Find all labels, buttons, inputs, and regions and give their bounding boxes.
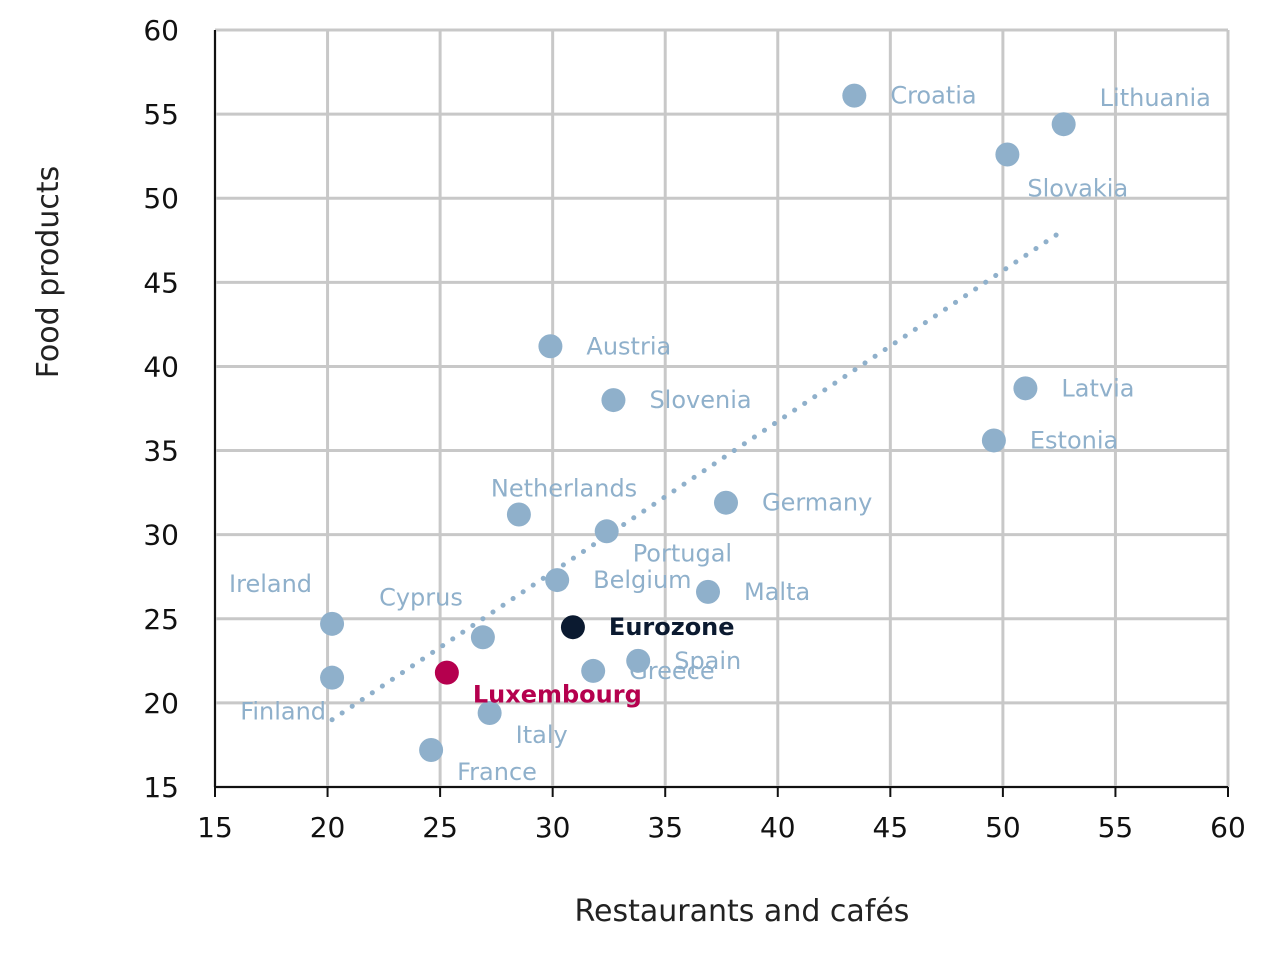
data-point	[545, 568, 570, 593]
y-tick-label: 15	[143, 771, 179, 804]
data-point	[320, 611, 345, 636]
y-tick-label: 40	[143, 350, 179, 383]
x-tick-label: 60	[1210, 811, 1246, 844]
point-label: Finland	[240, 698, 326, 726]
point-label: Belgium	[593, 566, 691, 594]
points-layer	[320, 83, 1076, 762]
y-tick-label: 25	[143, 603, 179, 636]
point-label: Spain	[674, 647, 741, 675]
axes: 15 20 25 30 35 40 45 50 55 60 15 20 25 30 35 40 45 50 55 60	[143, 14, 1245, 844]
trend-line	[329, 226, 1069, 723]
point-label: Austria	[586, 332, 671, 360]
x-tick-label: 35	[647, 811, 683, 844]
point-label: Slovakia	[1027, 174, 1128, 202]
point-label: Greece	[629, 657, 714, 685]
data-point	[560, 615, 585, 640]
data-point	[695, 579, 720, 604]
data-point	[842, 83, 867, 108]
x-tick-label: 25	[422, 811, 458, 844]
y-axis-title: Food products	[31, 166, 66, 379]
data-point	[434, 660, 459, 685]
y-tick-label: 60	[143, 14, 179, 47]
point-label: Eurozone	[609, 613, 735, 641]
point-label: Estonia	[1030, 426, 1118, 454]
data-point	[981, 428, 1006, 453]
x-tick-label: 45	[873, 811, 909, 844]
point-labels-layer: Croatia Lithuania Slovakia Austria Slovenia L…	[229, 82, 1211, 786]
data-point	[470, 625, 495, 650]
data-point	[538, 334, 563, 359]
point-label: Germany	[762, 489, 872, 517]
y-tick-label: 55	[143, 98, 179, 131]
x-tick-label: 50	[985, 811, 1021, 844]
x-tick-label: 30	[535, 811, 571, 844]
point-label: Latvia	[1061, 374, 1134, 402]
data-point	[601, 388, 626, 413]
data-point	[506, 502, 531, 527]
data-point	[320, 665, 345, 690]
point-label: France	[457, 758, 537, 786]
point-label: Malta	[744, 578, 810, 606]
y-tick-label: 30	[143, 519, 179, 552]
y-tick-label: 50	[143, 182, 179, 215]
data-point	[419, 737, 444, 762]
data-point	[477, 700, 502, 725]
point-label: Lithuania	[1100, 84, 1211, 112]
data-point	[581, 658, 606, 683]
data-point	[1013, 376, 1038, 401]
y-tick-label: 45	[143, 266, 179, 299]
x-tick-label: 20	[310, 811, 346, 844]
point-label: Luxembourg	[473, 681, 642, 709]
trendline-layer	[329, 226, 1069, 723]
point-label: Ireland	[229, 570, 312, 598]
data-point	[714, 490, 739, 515]
point-label: Cyprus	[379, 583, 463, 611]
x-tick-label: 40	[760, 811, 796, 844]
x-tick-label: 55	[1098, 811, 1134, 844]
point-label: Italy	[516, 721, 568, 749]
y-tick-label: 35	[143, 435, 179, 468]
data-point	[1051, 112, 1076, 137]
data-point	[626, 648, 651, 673]
data-point	[594, 519, 619, 544]
point-label: Portugal	[633, 539, 732, 567]
data-point	[995, 142, 1020, 167]
point-label: Netherlands	[491, 474, 637, 502]
y-tick-label: 20	[143, 687, 179, 720]
point-label: Croatia	[890, 82, 976, 110]
x-axis-title: Restaurants and cafés	[575, 894, 910, 929]
point-label: Slovenia	[649, 386, 751, 414]
x-tick-label: 15	[197, 811, 233, 844]
